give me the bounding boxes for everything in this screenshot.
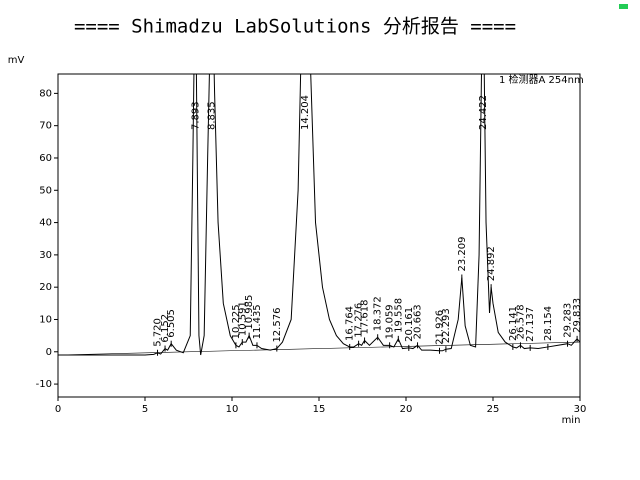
x-axis-label: min bbox=[562, 415, 581, 426]
x-tick-label: 25 bbox=[487, 404, 500, 415]
peak-label: 6.152 bbox=[160, 314, 171, 343]
peak-label: 24.892 bbox=[486, 246, 497, 281]
peak-label: 16.764 bbox=[345, 306, 356, 341]
peak-label: 20.161 bbox=[404, 307, 415, 342]
x-tick-label: 15 bbox=[313, 404, 326, 415]
peak-label: 19.558 bbox=[393, 298, 404, 333]
peak-label: 11.435 bbox=[252, 304, 263, 339]
y-tick-label: 30 bbox=[39, 250, 52, 261]
y-tick-label: 60 bbox=[39, 153, 52, 164]
peak-label: 26.141 bbox=[508, 306, 519, 341]
peak-label: 28.154 bbox=[543, 306, 554, 341]
y-tick-label: -10 bbox=[36, 379, 52, 390]
x-tick-label: 10 bbox=[226, 404, 239, 415]
peak-label: 5.720 bbox=[153, 318, 164, 347]
y-tick-label: 80 bbox=[39, 88, 52, 99]
y-tick-label: 50 bbox=[39, 185, 52, 196]
peak-label: 7.893 bbox=[190, 101, 201, 130]
peak-label: 22.293 bbox=[441, 308, 452, 343]
peak-label: 17.276 bbox=[354, 303, 365, 338]
peak-label: 29.833 bbox=[572, 298, 583, 333]
x-tick-label: 20 bbox=[400, 404, 413, 415]
x-tick-label: 5 bbox=[142, 404, 148, 415]
y-tick-label: 70 bbox=[39, 121, 52, 132]
peak-label: 10.591 bbox=[237, 301, 248, 336]
y-tick-label: 40 bbox=[39, 218, 52, 229]
peak-label: 10.985 bbox=[244, 295, 255, 330]
peak-label: 6.505 bbox=[166, 309, 177, 338]
y-tick-label: 10 bbox=[39, 314, 52, 325]
plot-area bbox=[58, 74, 580, 356]
peak-label: 12.576 bbox=[272, 308, 283, 343]
chart-title: ==== Shimadzu LabSolutions 分析报告 ==== bbox=[74, 16, 516, 38]
legend-entry: 1 检测器A 254nm bbox=[499, 73, 584, 86]
peak-label: 29.283 bbox=[563, 303, 574, 338]
peak-label: 24.422 bbox=[478, 95, 489, 130]
peak-label: 14.204 bbox=[300, 95, 311, 130]
peak-label: 17.618 bbox=[360, 299, 371, 334]
x-tick-label: 30 bbox=[574, 404, 587, 415]
peak-label: 20.663 bbox=[413, 304, 424, 339]
x-tick-label: 0 bbox=[55, 404, 61, 415]
peak-label: 23.209 bbox=[457, 236, 468, 271]
y-tick-label: 20 bbox=[39, 282, 52, 293]
peak-label: 10.225 bbox=[231, 304, 242, 339]
y-tick-label: 0 bbox=[46, 347, 52, 358]
y-axis-label: mV bbox=[8, 55, 25, 66]
peak-label: 8.835 bbox=[207, 101, 218, 130]
status-indicator bbox=[619, 4, 628, 9]
peak-label: 21.926 bbox=[435, 310, 446, 345]
baseline bbox=[58, 341, 580, 356]
peak-label: 27.137 bbox=[525, 307, 536, 342]
peak-label: 19.059 bbox=[385, 304, 396, 339]
peak-label: 26.578 bbox=[515, 304, 526, 339]
peak-label: 18.372 bbox=[373, 296, 384, 331]
chromatogram-trace bbox=[58, 74, 580, 356]
